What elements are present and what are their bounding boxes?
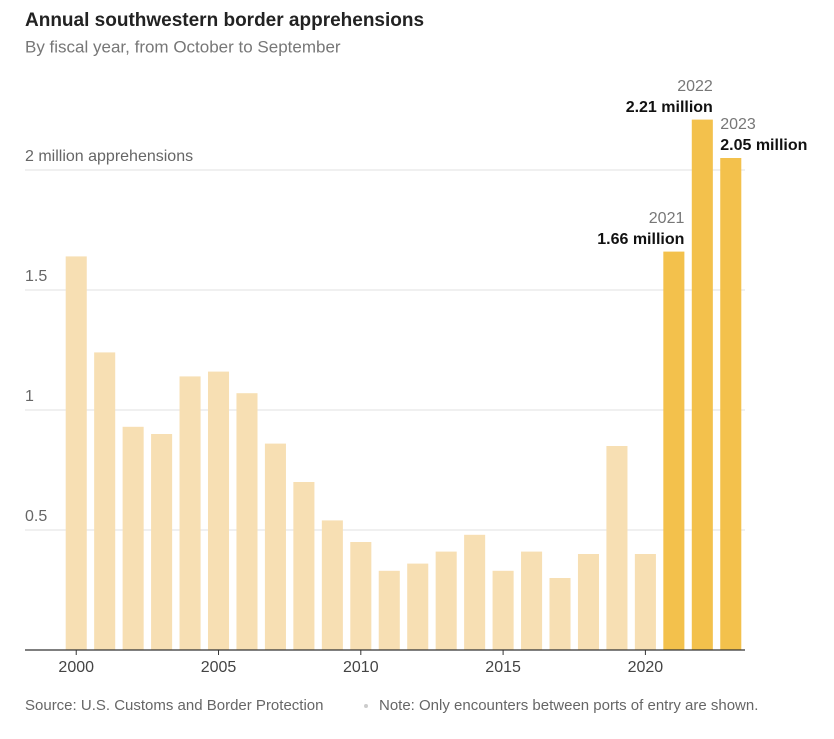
bar [151,434,173,650]
value-label: 2.05 million [720,137,807,154]
x-tick-label: 2010 [343,659,379,676]
y-tick-label: 2 million apprehensions [25,148,193,165]
chart-title: Annual southwestern border apprehensions [25,10,424,31]
separator [364,704,368,708]
bar [577,554,600,650]
x-tick-label: 2005 [201,659,237,676]
x-tick-label: 2000 [58,659,94,676]
year-label: 2021 [649,210,685,227]
bar [293,482,315,650]
bar [691,119,713,651]
bar [350,542,372,650]
bar [634,554,656,650]
bar [663,251,685,650]
x-tick-label: 2020 [628,659,664,676]
bar [720,158,742,650]
bar [549,578,571,650]
bar [94,352,116,650]
y-tick-label: 1 [25,388,34,405]
bar [378,570,400,650]
value-label: 2.21 million [626,99,713,116]
x-tick-label: 2015 [485,659,521,676]
year-label: 2023 [720,116,756,133]
y-tick-label: 1.5 [25,268,47,285]
y-tick-label: 0.5 [25,508,47,525]
bar [122,426,144,650]
bar [321,520,343,650]
chart-subtitle: By fiscal year, from October to Septembe… [25,37,341,56]
value-label: 1.66 million [597,231,684,248]
bar [435,551,457,650]
bar [492,570,514,650]
note: Note: Only encounters between ports of e… [379,697,758,714]
bar [606,446,628,650]
bar [179,376,201,650]
bar [464,534,486,650]
bar [236,393,258,650]
source: Source: U.S. Customs and Border Protecti… [25,697,323,714]
bar [407,563,429,650]
year-label: 2022 [677,78,713,95]
bar [264,443,286,650]
bar [521,551,543,650]
bar [207,371,230,650]
bar [65,256,87,650]
